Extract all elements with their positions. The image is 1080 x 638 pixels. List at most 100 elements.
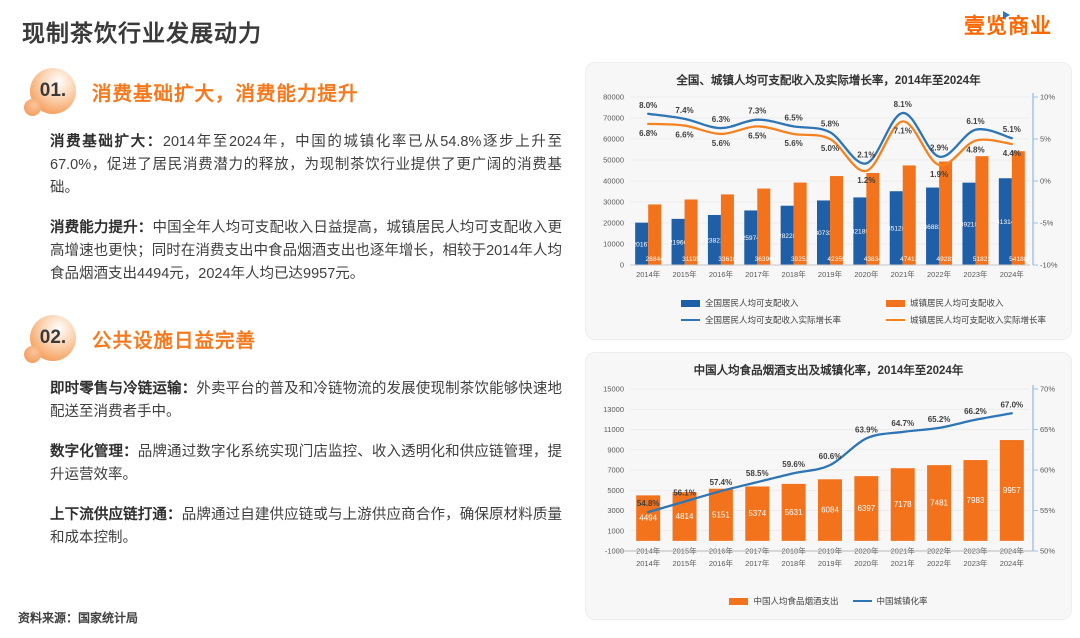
svg-text:20167: 20167 [633,241,652,248]
legend-item: 全国居民人均可支配收入实际增长率 [681,314,841,326]
svg-text:58.5%: 58.5% [746,469,769,478]
svg-text:2014年: 2014年 [636,558,661,568]
paragraph-text: 品牌通过自建供应链或与上游供应商合作，确保原材料质量和成本控制。 [50,507,563,546]
svg-text:5%: 5% [1040,135,1051,144]
svg-text:2023年: 2023年 [963,269,988,279]
svg-text:15000: 15000 [603,385,624,394]
legend-line-swatch [852,599,872,603]
svg-text:7000: 7000 [607,466,624,475]
svg-text:5.0%: 5.0% [821,144,839,153]
svg-text:5000: 5000 [607,486,624,495]
paragraph: 消费基础扩大：2014年至2024年，中国的城镇化率已从54.8%逐步上升至67… [50,131,562,200]
svg-text:2022年: 2022年 [927,558,952,568]
paragraph-lead: 消费基础扩大： [50,134,163,150]
svg-text:50000: 50000 [603,156,624,165]
paragraph: 数字化管理：品牌通过数字化系统实现门店监控、收入透明化和供应链管理，提升运营效率… [50,441,562,487]
text-column: 01. 消费基础扩大，消费能力提升 消费基础扩大：2014年至2024年，中国的… [24,68,572,550]
paragraph-lead: 数字化管理： [50,444,138,461]
svg-text:54.8%: 54.8% [637,499,660,508]
svg-text:60000: 60000 [603,135,624,144]
svg-text:2015年: 2015年 [672,269,697,279]
svg-text:13000: 13000 [603,405,624,414]
legend-label: 中国城镇化率 [876,596,928,606]
svg-text:65%: 65% [1040,425,1055,434]
svg-text:9957: 9957 [1003,486,1021,495]
svg-text:39218: 39218 [960,221,979,228]
svg-text:-1000: -1000 [605,547,624,556]
brand-logo-text: 壹览商业 [964,15,1052,38]
legend-item: 中国人均食品烟酒支出 [729,595,839,607]
svg-text:2020年: 2020年 [854,558,879,568]
svg-text:2019年: 2019年 [818,269,843,279]
svg-text:0: 0 [620,261,624,270]
svg-text:7.1%: 7.1% [894,126,912,135]
svg-text:2024年: 2024年 [1000,269,1025,279]
svg-text:4494: 4494 [639,514,657,523]
svg-text:6.8%: 6.8% [639,129,657,138]
section-2-heading: 公共设施日益完善 [92,329,257,352]
svg-text:6.5%: 6.5% [785,113,803,122]
svg-text:2019年: 2019年 [818,558,843,568]
section-1-badge: 01. [24,68,76,116]
income-chart-title: 全国、城镇人均可支配收入及实际增长率，2014年至2024年 [676,75,981,87]
svg-text:2015年: 2015年 [672,558,697,568]
svg-text:7983: 7983 [967,496,985,505]
svg-text:32189: 32189 [851,229,870,236]
income-chart-legend: 全国居民人均可支配收入 城镇居民人均可支配收入 全国居民人均可支配收入实际增长率… [586,297,1071,329]
income-chart: 0 10000 20000 30000 40000 50000 60000 70000 8000… [603,93,1058,279]
svg-text:2014年: 2014年 [636,269,661,279]
svg-text:11000: 11000 [604,425,624,434]
svg-text:59.6%: 59.6% [782,460,805,469]
legend-label: 城镇居民人均可支配收入 [910,298,1004,308]
svg-text:6.5%: 6.5% [748,131,766,140]
legend-item: 全国居民人均可支配收入 [681,297,799,309]
food-expense-chart-legend: 中国人均食品烟酒支出 中国城镇化率 [586,595,1071,607]
svg-text:40000: 40000 [603,177,624,186]
food-expense-chart-card: 中国人均食品烟酒支出及城镇化率，2014年至2024年 -1000 1000 300… [585,352,1072,620]
section-1-header: 01. 消费基础扩大，消费能力提升 [24,68,572,116]
svg-text:10%: 10% [1040,93,1055,102]
svg-text:2018年: 2018年 [782,269,807,279]
svg-text:2024年: 2024年 [1000,558,1025,568]
paragraph-lead: 即时零售与冷链运输： [50,381,197,398]
svg-text:67.0%: 67.0% [1000,400,1023,409]
brand-logo: 壹览商业 [964,10,1052,40]
source-note: 资料来源：国家统计局 [18,611,139,625]
svg-text:10000: 10000 [603,240,624,249]
svg-text:8.0%: 8.0% [639,101,657,110]
svg-text:5631: 5631 [785,508,803,517]
legend-bar-swatch [886,299,905,307]
svg-text:51821: 51821 [973,256,992,263]
svg-text:39251: 39251 [791,256,810,263]
svg-text:65.2%: 65.2% [928,415,951,424]
svg-text:35128: 35128 [887,226,906,233]
svg-text:63.9%: 63.9% [855,425,878,434]
paragraph: 即时零售与冷链运输：外卖平台的普及和冷链物流的发展使现制茶饮能够快速地配送至消费… [50,378,562,424]
svg-text:41314: 41314 [996,219,1015,226]
svg-text:7.3%: 7.3% [748,107,766,116]
section-2-badge: 02. [24,315,76,364]
paragraph-text: 中国全年人均可支配收入日益提高，城镇居民人均可支配收入更高增速也更快；同时在消费… [50,219,563,282]
svg-text:2022年: 2022年 [927,269,952,279]
paragraph-text: 品牌通过数字化系统实现门店监控、收入透明化和供应链管理，提升运营效率。 [50,444,563,484]
svg-text:36396: 36396 [755,256,774,263]
svg-text:6084: 6084 [821,506,839,515]
svg-text:2021年: 2021年 [891,558,916,568]
svg-text:56.1%: 56.1% [673,489,696,498]
svg-text:7178: 7178 [894,500,912,509]
svg-text:1000: 1000 [607,526,624,535]
svg-text:43834: 43834 [864,256,883,263]
legend-bar-swatch [681,299,700,307]
svg-text:70%: 70% [1040,385,1055,394]
svg-text:2.9%: 2.9% [930,144,948,153]
svg-text:6.1%: 6.1% [966,117,984,126]
food-expense-chart: -1000 1000 3000 5000 7000 9000 11000 13000 15000… [603,385,1055,568]
svg-text:2020年: 2020年 [854,269,879,279]
svg-text:-5%: -5% [1040,219,1054,228]
svg-text:-10%: -10% [1040,261,1058,270]
svg-text:54188: 54188 [1009,256,1028,263]
svg-text:6.3%: 6.3% [712,115,730,124]
svg-text:2016年: 2016年 [709,269,734,279]
section-2-header: 02. 公共设施日益完善 [24,315,572,364]
svg-text:20000: 20000 [603,219,624,228]
